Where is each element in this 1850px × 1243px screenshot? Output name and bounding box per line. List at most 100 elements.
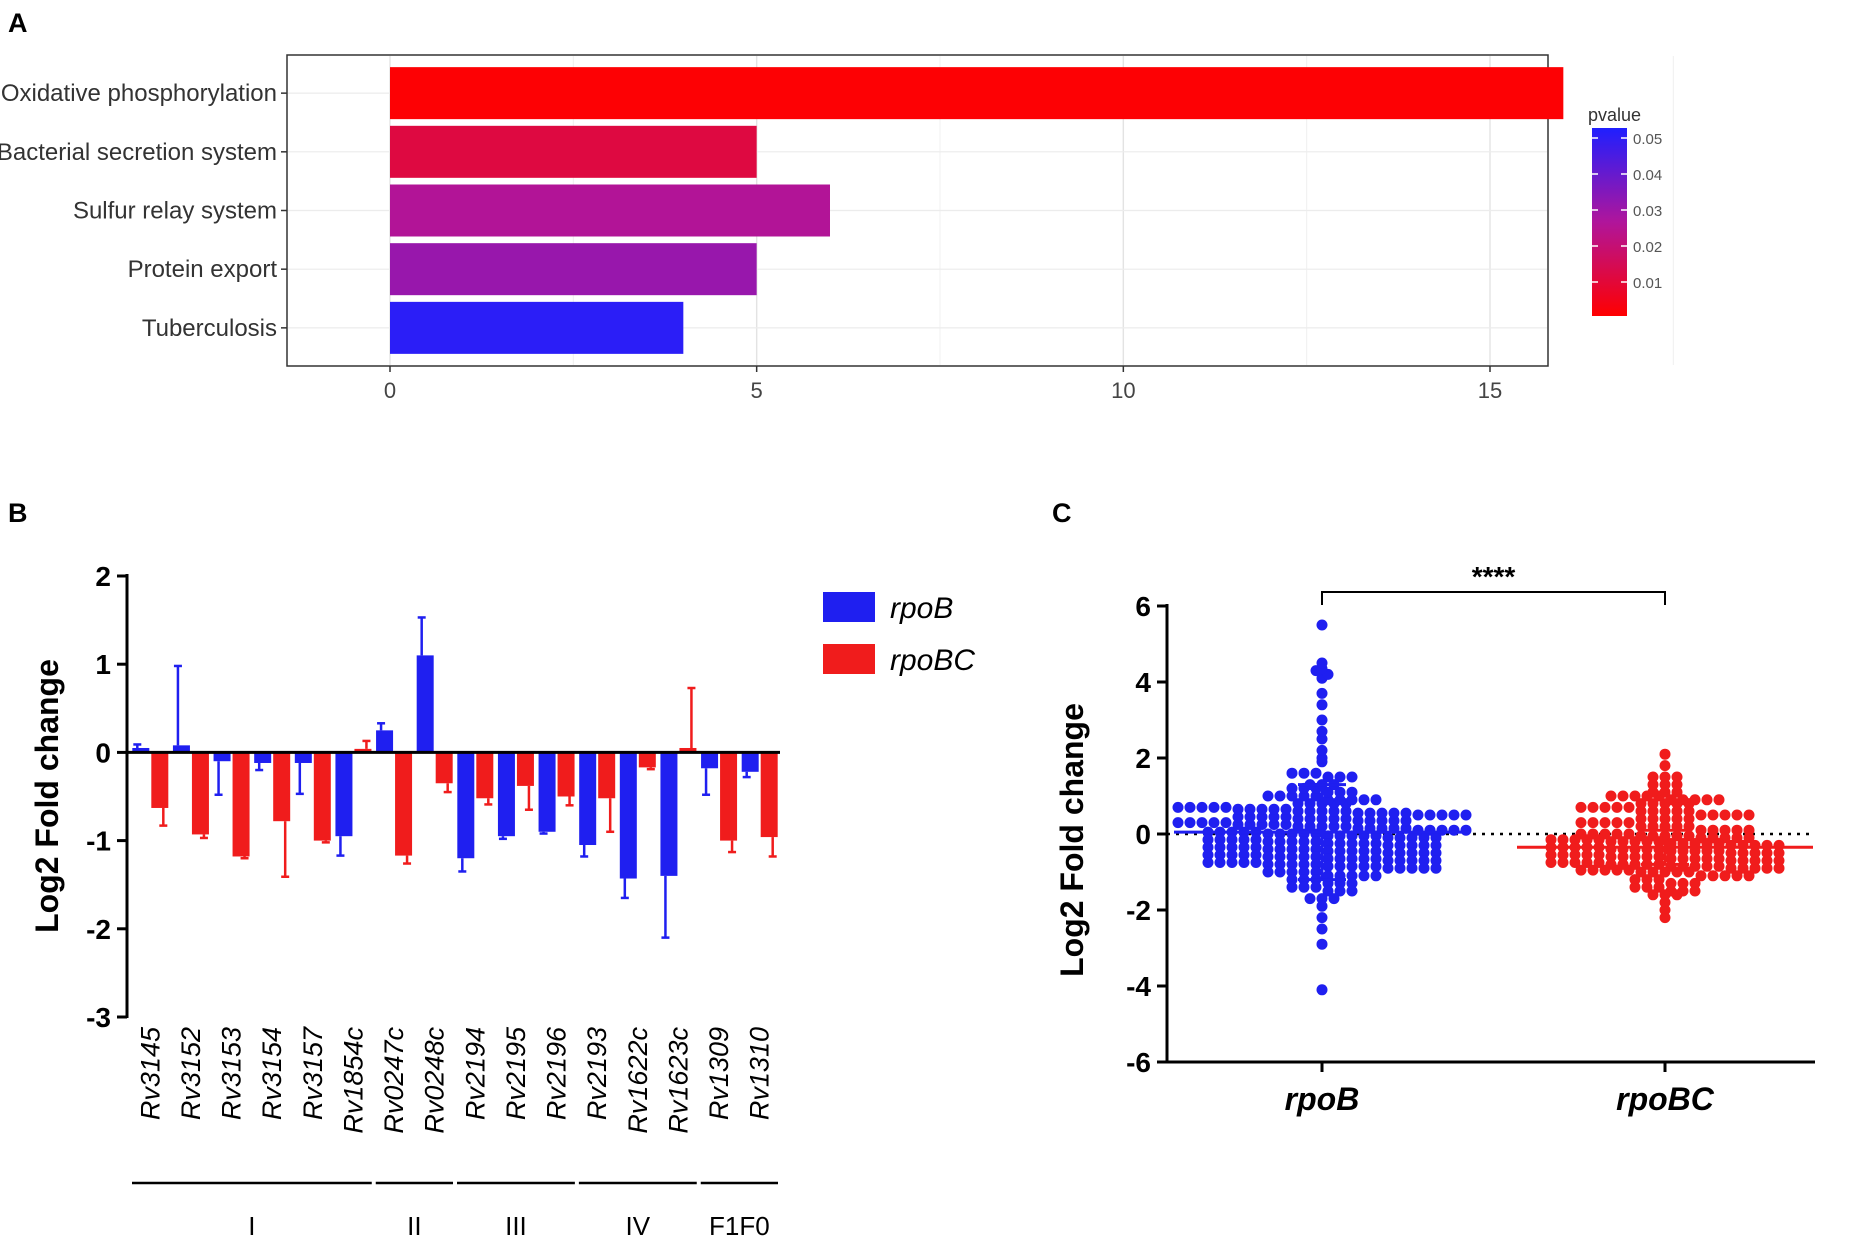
panel-c-point-rpoB [1298, 851, 1310, 863]
panel-c-point-rpoB [1358, 870, 1370, 882]
panel-c-point-rpoB [1202, 857, 1214, 868]
panel-c-point-rpoB [1262, 790, 1274, 802]
panel-c-point-rpoB [1292, 805, 1304, 817]
panel-c-point-rpoB [1424, 809, 1436, 821]
panel-c-point-rpoBC [1707, 809, 1719, 821]
panel-c-point-rpoB [1316, 714, 1328, 726]
panel-c-point-rpoBC [1635, 813, 1647, 825]
panel-c-point-rpoBC [1605, 836, 1617, 848]
panel-c-point-rpoBC [1593, 834, 1605, 846]
panel-c-point-rpoBC [1749, 847, 1761, 859]
panel-c-point-rpoB [1202, 841, 1214, 853]
panel-b-group-label: I [248, 1211, 255, 1241]
panel-c-point-rpoB [1328, 893, 1340, 905]
panel-c-ytick-label: 4 [1135, 667, 1151, 698]
panel-c-point-rpoB [1382, 862, 1394, 874]
panel-c-point-rpoB [1250, 834, 1262, 846]
panel-c-point-rpoBC [1545, 834, 1557, 846]
panel-c-point-rpoB [1334, 838, 1346, 849]
panel-c-point-rpoBC [1707, 870, 1719, 882]
panel-c-point-rpoBC [1659, 866, 1671, 878]
panel-c-point-rpoBC [1647, 779, 1659, 791]
panel-c-point-rpoB [1274, 843, 1286, 855]
panel-c-point-rpoB [1316, 687, 1328, 699]
panel-a-colorbar-tick-label: 0.05 [1633, 131, 1662, 148]
panel-c-point-rpoB [1310, 866, 1322, 878]
panel-c-point-rpoBC [1677, 877, 1689, 889]
panel-c-point-rpoB [1202, 849, 1214, 861]
panel-c-point-rpoB [1346, 794, 1358, 806]
panel-c-point-rpoB [1262, 866, 1274, 878]
panel-c-point-rpoB [1418, 832, 1430, 844]
panel-c-point-rpoBC [1731, 824, 1743, 836]
panel-c-point-rpoB [1322, 860, 1334, 872]
panel-b-group-label: IV [626, 1211, 651, 1241]
panel-c-point-rpoBC [1761, 855, 1773, 867]
panel-c-point-rpoBC [1671, 813, 1683, 825]
panel-c-point-rpoBC [1647, 798, 1659, 810]
panel-c-point-rpoBC [1545, 857, 1557, 868]
panel-c-point-rpoB [1316, 619, 1328, 631]
panel-c-point-rpoB [1394, 839, 1406, 851]
panel-c-point-rpoBC [1575, 817, 1587, 829]
panel-c-point-rpoBC [1611, 801, 1623, 813]
panel-c-point-rpoBC [1725, 847, 1737, 859]
panel-c-point-rpoB [1424, 824, 1436, 836]
panel-c-ytick-label: -4 [1126, 971, 1151, 1002]
panel-c-point-rpoBC [1671, 779, 1683, 791]
panel-c-point-rpoBC [1725, 855, 1737, 867]
panel-a-colorbar-tick-label: 0.02 [1633, 239, 1662, 256]
panel-c-point-rpoB [1244, 811, 1256, 823]
panel-c-point-rpoBC [1647, 889, 1659, 901]
panel-c-point-rpoB [1172, 801, 1184, 813]
panel-a-colorbar-tick-label: 0.01 [1633, 275, 1662, 292]
panel-c-point-rpoBC [1629, 836, 1641, 848]
panel-c-point-rpoB [1304, 813, 1316, 825]
panel-c-point-rpoB [1418, 862, 1430, 874]
panel-c-point-rpoBC [1569, 834, 1581, 846]
panel-c-point-rpoBC [1635, 805, 1647, 817]
panel-c-point-rpoBC [1623, 828, 1635, 840]
panel-c-point-rpoB [1238, 841, 1250, 853]
panel-c-ytick-label: -6 [1126, 1047, 1151, 1078]
panel-c-point-rpoB [1430, 855, 1442, 867]
panel-c-point-rpoB [1358, 853, 1370, 865]
panel-c-point-rpoB [1310, 851, 1322, 863]
panel-c-point-rpoB [1298, 881, 1310, 893]
panel-c-point-rpoB [1460, 809, 1472, 821]
panel-c-point-rpoBC [1713, 794, 1725, 806]
panel-c-point-rpoBC [1683, 866, 1695, 878]
panel-b-category-label: Rv3157 [298, 1026, 328, 1120]
panel-c-point-rpoBC [1617, 790, 1629, 802]
panel-c-point-rpoBC [1713, 860, 1725, 872]
panel-c-point-rpoB [1310, 767, 1322, 779]
panel-c-point-rpoBC [1569, 849, 1581, 861]
panel-c-point-rpoB [1214, 841, 1226, 853]
panel-b-bar-rpoBC [191, 752, 209, 835]
panel-c-point-rpoBC [1575, 801, 1587, 813]
panel-b-bar-rpoBC [313, 752, 331, 841]
panel-b-category-label: Rv1622c [623, 1027, 653, 1134]
panel-b-bar-rpoBC [476, 752, 494, 799]
panel-c-point-rpoBC [1641, 851, 1653, 863]
panel-c-point-rpoBC [1731, 870, 1743, 882]
panel-c-point-rpoB [1388, 807, 1400, 819]
panel-c-point-rpoBC [1719, 809, 1731, 821]
panel-c-point-rpoBC [1671, 889, 1683, 901]
panel-c-point-rpoBC [1581, 849, 1593, 861]
panel-b-bar-rpoB [457, 752, 475, 859]
panel-c-point-rpoB [1268, 811, 1280, 823]
panel-b-category-label: Rv0247c [379, 1027, 409, 1134]
panel-c-point-rpoB [1304, 798, 1316, 810]
panel-c-point-rpoBC [1689, 877, 1701, 889]
panel-c-point-rpoBC [1599, 801, 1611, 813]
panel-c-point-rpoB [1346, 838, 1358, 849]
panel-b-category-label: Rv1309 [704, 1027, 734, 1120]
panel-c-point-rpoBC [1557, 857, 1569, 868]
panel-c-point-rpoB [1430, 832, 1442, 844]
panel-b-category-label: Rv1854c [338, 1027, 368, 1134]
panel-c-point-rpoB [1370, 845, 1382, 857]
panel-a-category-label: Sulfur relay system [73, 198, 277, 225]
panel-c-point-rpoBC [1743, 832, 1755, 844]
panel-c-point-rpoB [1400, 807, 1412, 819]
